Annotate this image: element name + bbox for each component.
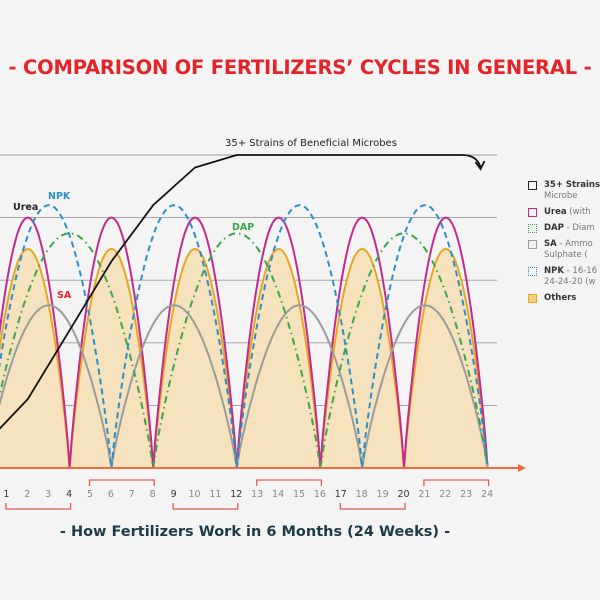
series-npk-cycle: [361, 204, 489, 469]
series-dap-cycle: [152, 232, 322, 469]
month-bracket: [423, 479, 490, 486]
series-sa-cycle: [235, 304, 364, 469]
x-axis: 1 2 3 4 5 6 7 8 9 10 11 12 13 14 15 16 17 18 19 20 21 22 23 24: [0, 464, 526, 510]
series-others-cycle: [68, 247, 155, 469]
month-bracket: [88, 479, 155, 486]
series-labels: 35+ Strains of Beneficial Microbes Urea SA…: [13, 138, 397, 301]
x-tick-label: 5: [87, 489, 93, 500]
x-tick-label: 15: [293, 489, 305, 500]
legend-swatch-icon: [528, 267, 537, 276]
x-tick-label: 1: [3, 489, 9, 500]
month-bracket: [256, 479, 323, 486]
series-urea-cycle: [403, 216, 489, 469]
x-tick-label: 24: [481, 489, 493, 500]
legend-item: SA - Ammo Sulphate (: [528, 239, 600, 261]
legend-desc: - 16-16: [563, 266, 598, 276]
month-bracket: [339, 503, 406, 510]
legend-desc-line2: Microbe: [544, 191, 578, 201]
series-group: [0, 154, 489, 469]
x-tick-label: 9: [171, 489, 177, 500]
legend-item: NPK - 16-16 24-24-20 (w: [528, 266, 600, 288]
series-others-cycle: [0, 247, 71, 469]
legend-desc-line2: Sulphate (: [544, 250, 588, 260]
series-label-sa: SA: [57, 290, 72, 301]
x-tick-label: 8: [150, 489, 156, 500]
x-tick-label: 7: [129, 489, 135, 500]
legend-swatch-icon: [528, 294, 537, 303]
x-tick-label: 11: [209, 489, 221, 500]
series-npk-cycle: [0, 204, 113, 469]
chart-title: - COMPARISON OF FERTILIZERS’ CYCLES IN G…: [8, 56, 592, 79]
series-sa-cycle: [361, 304, 489, 469]
series-sa-cycle: [110, 304, 238, 469]
legend-swatch-icon: [528, 224, 537, 233]
x-axis-arrow-icon: [518, 464, 526, 472]
legend-swatch-icon: [528, 208, 537, 217]
legend-desc: - Ammo: [556, 239, 593, 249]
series-label-urea: Urea: [13, 202, 38, 213]
series-urea-cycle: [319, 216, 405, 469]
legend-name: Others: [544, 293, 577, 303]
microbes-curve: [0, 154, 482, 430]
x-tick-label: 10: [188, 489, 200, 500]
month-bracket: [172, 503, 239, 510]
series-dap-cycle: [319, 232, 489, 469]
microbes-arrowhead: [474, 160, 486, 171]
month-bracket: [5, 503, 72, 510]
series-npk-cycle: [110, 204, 238, 469]
legend-name: NPK: [544, 266, 564, 276]
legend-item: DAP - Diam: [528, 223, 600, 234]
x-tick-label: 23: [460, 489, 472, 500]
series-urea-cycle: [0, 216, 71, 469]
legend-name: 35+ Strains: [544, 180, 600, 190]
x-tick-label: 4: [66, 489, 72, 500]
legend-name: SA: [544, 239, 557, 249]
legend-desc-line2: 24-24-20 (w: [544, 277, 596, 287]
x-axis-title: - How Fertilizers Work in 6 Months (24 W…: [59, 524, 451, 540]
series-urea-cycle: [68, 216, 155, 469]
legend-name: DAP: [544, 223, 564, 233]
series-others-cycle: [235, 247, 322, 469]
x-tick-label: 14: [272, 489, 284, 500]
legend-name: Urea: [544, 207, 567, 217]
x-tick-label: 20: [397, 489, 409, 500]
x-tick-label: 13: [251, 489, 263, 500]
x-tick-label: 2: [24, 489, 30, 500]
x-tick-label: 21: [418, 489, 430, 500]
series-others-cycle: [152, 247, 238, 469]
legend-swatch-icon: [528, 240, 537, 249]
x-tick-label: 12: [230, 489, 242, 500]
x-tick-label: 22: [439, 489, 451, 500]
series-dap-cycle: [0, 232, 155, 469]
series-others-cycle: [402, 247, 489, 469]
series-urea-cycle: [235, 216, 322, 469]
x-tick-label: 17: [335, 489, 347, 500]
legend-item: 35+ Strains Microbe: [528, 180, 600, 202]
legend-swatch-icon: [528, 181, 537, 190]
legend: 35+ Strains Microbe Urea (with DAP - Diam SA…: [528, 180, 600, 309]
x-tick-label: 18: [356, 489, 368, 500]
series-others-cycle: [319, 247, 406, 469]
legend-desc: - Diam: [563, 223, 595, 233]
legend-desc: (with: [566, 207, 591, 217]
series-label-npk: NPK: [48, 191, 71, 202]
x-tick-label: 6: [108, 489, 114, 500]
x-tick-label: 16: [314, 489, 326, 500]
x-tick-label: 3: [45, 489, 51, 500]
series-sa-cycle: [0, 304, 113, 469]
legend-item: Others: [528, 293, 600, 304]
series-urea-cycle: [152, 216, 238, 469]
series-npk-cycle: [235, 204, 364, 469]
series-label-dap: DAP: [232, 222, 254, 233]
legend-item: Urea (with: [528, 207, 600, 218]
x-tick-label: 19: [377, 489, 389, 500]
microbes-label: 35+ Strains of Beneficial Microbes: [225, 138, 397, 149]
